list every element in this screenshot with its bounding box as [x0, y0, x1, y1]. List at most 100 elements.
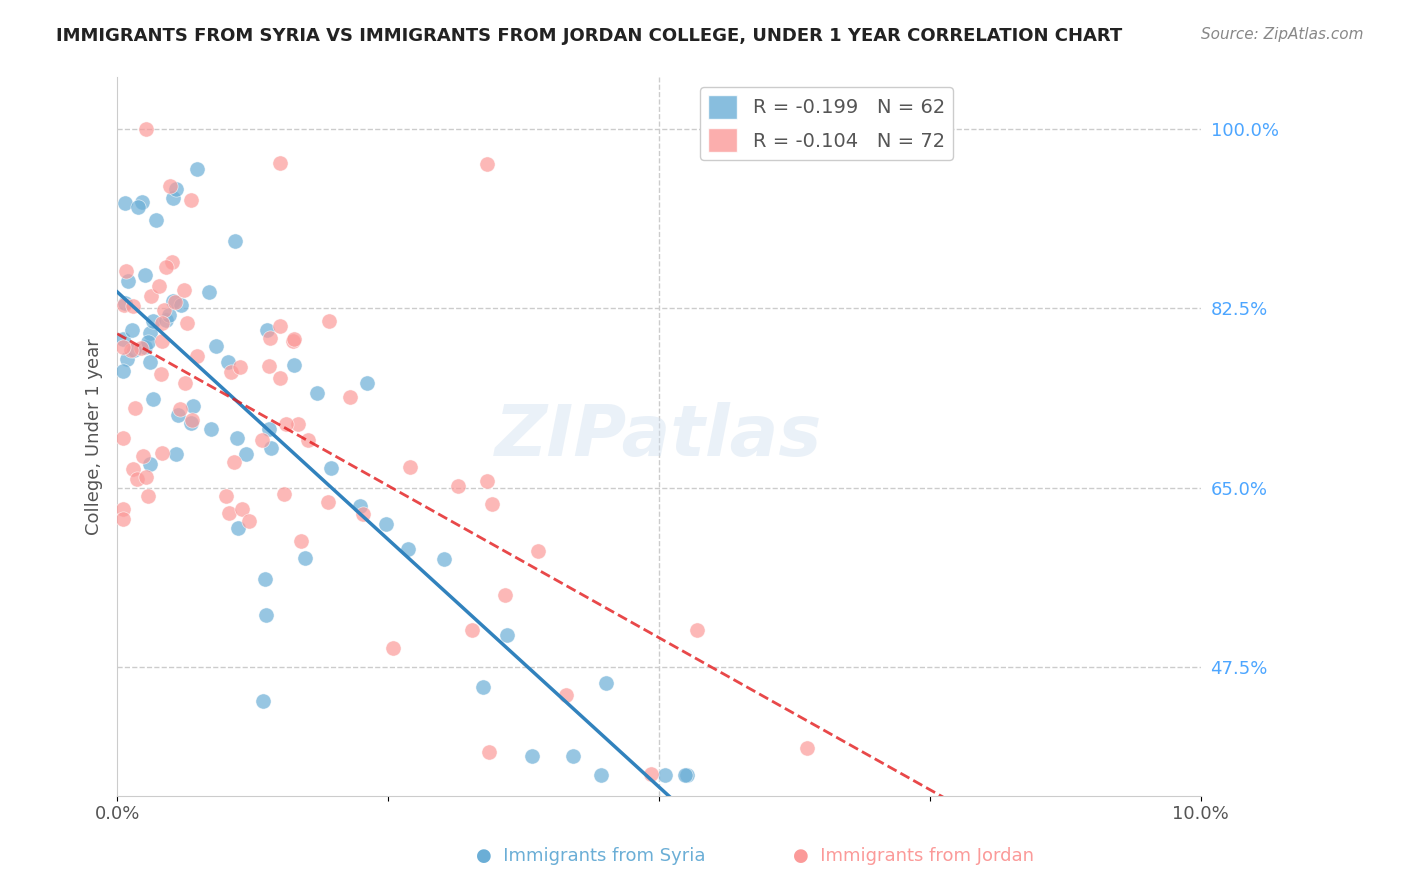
- Point: [180, 412, 202, 426]
- Point: [159, 178, 181, 193]
- Point: [162, 192, 184, 206]
- Point: [173, 284, 195, 298]
- Point: [157, 308, 180, 322]
- Point: [121, 462, 143, 476]
- Text: ●  Immigrants from Syria: ● Immigrants from Syria: [475, 847, 706, 865]
- Point: [150, 446, 173, 460]
- Point: [496, 628, 519, 642]
- Point: [595, 676, 617, 690]
- Point: [229, 359, 252, 374]
- Point: [131, 449, 153, 463]
- Point: [127, 200, 149, 214]
- Point: [111, 512, 134, 526]
- Point: [478, 745, 501, 759]
- Point: [125, 472, 148, 486]
- Point: [139, 326, 162, 340]
- Point: [215, 489, 238, 503]
- Text: Source: ZipAtlas.com: Source: ZipAtlas.com: [1201, 27, 1364, 42]
- Legend: R = -0.199   N = 62, R = -0.104   N = 72: R = -0.199 N = 62, R = -0.104 N = 72: [700, 87, 953, 160]
- Point: [111, 332, 134, 346]
- Point: [235, 447, 257, 461]
- Point: [356, 376, 378, 390]
- Point: [170, 297, 193, 311]
- Point: [447, 478, 470, 492]
- Point: [472, 680, 495, 694]
- Point: [640, 767, 662, 781]
- Point: [131, 194, 153, 209]
- Point: [134, 268, 156, 282]
- Point: [294, 551, 316, 566]
- Point: [481, 497, 503, 511]
- Point: [169, 401, 191, 416]
- Point: [112, 431, 135, 445]
- Point: [114, 263, 136, 277]
- Point: [349, 500, 371, 514]
- Point: [287, 417, 309, 432]
- Point: [150, 316, 173, 330]
- Point: [142, 313, 165, 327]
- Point: [155, 260, 177, 274]
- Point: [257, 359, 280, 373]
- Point: [399, 459, 422, 474]
- Point: [260, 441, 283, 455]
- Point: [352, 507, 374, 521]
- Point: [134, 341, 156, 355]
- Point: [150, 334, 173, 348]
- Point: [180, 194, 202, 208]
- Point: [520, 749, 543, 764]
- Point: [224, 235, 246, 249]
- Point: [686, 623, 709, 637]
- Point: [252, 433, 274, 447]
- Point: [796, 741, 818, 756]
- Point: [654, 768, 676, 782]
- Point: [675, 768, 697, 782]
- Point: [148, 279, 170, 293]
- Point: [198, 285, 221, 299]
- Point: [259, 331, 281, 345]
- Point: [225, 431, 247, 445]
- Point: [252, 694, 274, 708]
- Point: [283, 332, 305, 346]
- Point: [396, 542, 419, 557]
- Point: [121, 323, 143, 337]
- Point: [111, 340, 134, 354]
- Point: [374, 516, 396, 531]
- Point: [200, 422, 222, 436]
- Point: [114, 195, 136, 210]
- Point: [180, 416, 202, 430]
- Point: [297, 434, 319, 448]
- Point: [135, 470, 157, 484]
- Text: IMMIGRANTS FROM SYRIA VS IMMIGRANTS FROM JORDAN COLLEGE, UNDER 1 YEAR CORRELATIO: IMMIGRANTS FROM SYRIA VS IMMIGRANTS FROM…: [56, 27, 1122, 45]
- Point: [562, 749, 585, 764]
- Point: [382, 640, 405, 655]
- Point: [231, 501, 253, 516]
- Point: [321, 461, 343, 475]
- Point: [554, 688, 576, 702]
- Point: [111, 501, 134, 516]
- Point: [139, 289, 162, 303]
- Point: [257, 422, 280, 436]
- Point: [174, 376, 197, 390]
- Point: [256, 323, 278, 337]
- Point: [281, 334, 304, 349]
- Point: [124, 401, 146, 416]
- Point: [155, 313, 177, 327]
- Point: [139, 355, 162, 369]
- Point: [218, 507, 240, 521]
- Point: [150, 367, 173, 381]
- Point: [222, 455, 245, 469]
- Point: [433, 551, 456, 566]
- Point: [167, 408, 190, 422]
- Point: [183, 399, 205, 413]
- Point: [283, 358, 305, 372]
- Point: [226, 521, 249, 535]
- Point: [475, 475, 498, 489]
- Point: [114, 296, 136, 310]
- Point: [121, 343, 143, 357]
- Point: [475, 157, 498, 171]
- Point: [136, 334, 159, 349]
- Point: [238, 514, 260, 528]
- Point: [274, 417, 297, 431]
- Point: [165, 182, 187, 196]
- Point: [112, 298, 135, 312]
